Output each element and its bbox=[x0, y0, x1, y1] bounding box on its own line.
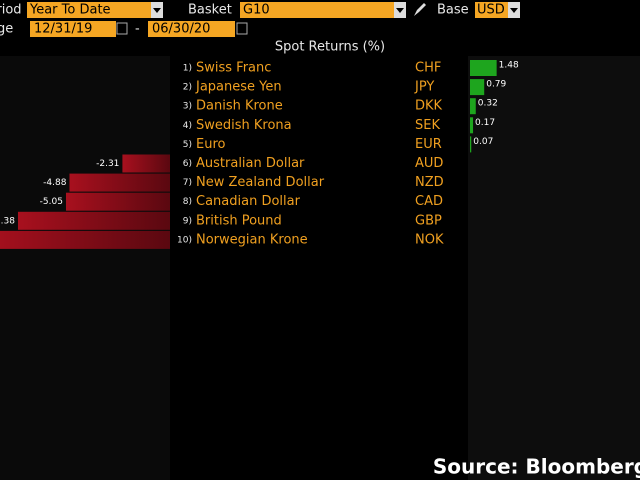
value-label: 1.48 bbox=[499, 61, 519, 71]
currency-name: New Zealand Dollar bbox=[196, 175, 325, 190]
currency-name: Norwegian Krone bbox=[196, 232, 308, 247]
value-label: 0.07 bbox=[473, 137, 493, 147]
currency-name: Danish Krone bbox=[196, 99, 283, 114]
currency-name: Swiss Franc bbox=[196, 61, 271, 76]
arrow-icon bbox=[153, 8, 161, 13]
source: Source: Bloomberg bbox=[433, 455, 640, 479]
currency-code: CHF bbox=[415, 61, 441, 76]
period-value: Year To Date bbox=[29, 3, 111, 18]
row-number: 3) bbox=[183, 102, 192, 112]
currency-code: SEK bbox=[415, 118, 440, 133]
currency-code: NOK bbox=[415, 232, 444, 247]
value-label: -7.38 bbox=[0, 216, 15, 226]
bar bbox=[470, 60, 497, 76]
left-panel bbox=[0, 56, 170, 480]
bar bbox=[0, 230, 170, 249]
value-label: 0.17 bbox=[475, 118, 495, 128]
currency-code: NZD bbox=[415, 175, 444, 190]
bar bbox=[65, 192, 170, 211]
value-label: -4.88 bbox=[43, 178, 67, 188]
row-number: 10) bbox=[177, 235, 192, 245]
currency-name: Canadian Dollar bbox=[196, 194, 301, 209]
value-label: -5.05 bbox=[40, 197, 63, 207]
currency-code: GBP bbox=[415, 213, 442, 228]
row-number: 8) bbox=[183, 197, 192, 207]
row-number: 7) bbox=[183, 178, 192, 188]
currency-code: AUD bbox=[415, 156, 443, 171]
basket-value: G10 bbox=[243, 3, 270, 18]
end-date-field[interactable] bbox=[148, 21, 235, 37]
currency-code: EUR bbox=[415, 137, 442, 152]
value-label: 0.32 bbox=[478, 99, 498, 109]
bar bbox=[122, 154, 170, 173]
range-label: Range bbox=[0, 22, 13, 37]
period-label: Period bbox=[0, 3, 22, 18]
calendar-icon[interactable] bbox=[116, 22, 128, 35]
currency-code: JPY bbox=[414, 80, 434, 95]
bar bbox=[470, 79, 485, 96]
bar bbox=[69, 173, 170, 192]
row-number: 9) bbox=[183, 216, 192, 226]
bar bbox=[17, 211, 170, 230]
pencil-icon[interactable] bbox=[414, 3, 426, 16]
bar bbox=[470, 98, 476, 115]
row-number: 2) bbox=[183, 83, 192, 93]
start-date: 12/31/19 bbox=[34, 22, 92, 37]
chart-title: Spot Returns (%) bbox=[275, 40, 385, 55]
base-label: Base bbox=[437, 3, 469, 18]
base-field[interactable] bbox=[475, 2, 508, 18]
range-separator: - bbox=[135, 22, 140, 37]
currency-name: Australian Dollar bbox=[196, 156, 305, 171]
basket-field[interactable] bbox=[240, 2, 394, 18]
currency-name: British Pound bbox=[196, 213, 282, 228]
value-label: 0.79 bbox=[486, 80, 506, 90]
currency-name: Swedish Krona bbox=[196, 118, 292, 133]
start-date-field[interactable] bbox=[30, 21, 116, 37]
calendar-icon[interactable] bbox=[236, 22, 248, 35]
currency-name: Japanese Yen bbox=[195, 80, 282, 95]
row-number: 6) bbox=[183, 159, 192, 169]
base-value: USD bbox=[477, 3, 505, 18]
basket-label: Basket bbox=[188, 3, 232, 18]
row-number: 4) bbox=[183, 121, 192, 131]
row-number: 1) bbox=[183, 64, 192, 74]
period-field[interactable] bbox=[27, 2, 151, 18]
currency-code: DKK bbox=[415, 99, 443, 114]
arrow-icon bbox=[396, 8, 404, 13]
currency-name: Euro bbox=[196, 137, 226, 152]
currency-code: CAD bbox=[415, 194, 443, 209]
bar bbox=[470, 117, 474, 134]
end-date: 06/30/20 bbox=[152, 22, 210, 37]
arrow-icon bbox=[510, 8, 518, 13]
right-panel bbox=[468, 56, 640, 480]
value-label: -2.31 bbox=[96, 159, 119, 169]
bar bbox=[470, 136, 472, 153]
row-number: 5) bbox=[183, 140, 192, 150]
